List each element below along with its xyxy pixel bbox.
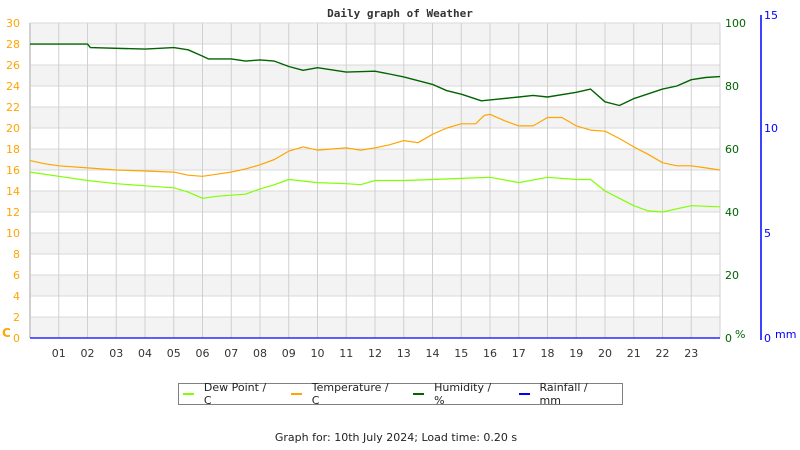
x-tick-label: 06	[196, 347, 210, 360]
rainfall-tick-label: 15	[764, 9, 778, 22]
left-tick-label: 20	[6, 122, 20, 135]
x-tick-label: 12	[368, 347, 382, 360]
humidity-tick-label: 60	[725, 143, 739, 156]
rainfall-tick-label: 5	[764, 227, 771, 240]
legend-swatch	[518, 393, 530, 395]
legend: Dew Point / C Temperature / C Humidity /…	[178, 381, 623, 407]
legend-item-rainfall: Rainfall / mm	[518, 381, 612, 407]
legend-swatch	[413, 393, 425, 395]
left-tick-label: 16	[6, 164, 20, 177]
chart-title: Daily graph of Weather	[327, 7, 473, 20]
left-tick-label: 12	[6, 206, 20, 219]
x-tick-label: 03	[109, 347, 123, 360]
left-tick-label: 4	[13, 290, 20, 303]
series-line-temperature	[29, 113, 721, 177]
x-tick-label: 14	[426, 347, 440, 360]
x-tick-label: 20	[598, 347, 612, 360]
left-tick-label: 14	[6, 185, 20, 198]
legend-swatch	[290, 393, 302, 395]
legend-item-temperature: Temperature / C	[290, 381, 399, 407]
x-tick-label: 08	[253, 347, 267, 360]
left-tick-label: 18	[6, 143, 20, 156]
x-tick-label: 13	[397, 347, 411, 360]
humidity-axis-unit: %	[735, 328, 745, 341]
left-tick-label: 0	[13, 332, 20, 345]
x-tick-label: 10	[311, 347, 325, 360]
x-tick-label: 05	[167, 347, 181, 360]
rainfall-axis-unit: mm	[775, 328, 796, 341]
humidity-tick-label: 80	[725, 80, 739, 93]
x-tick-label: 21	[627, 347, 641, 360]
humidity-tick-label: 20	[725, 269, 739, 282]
x-tick-label: 18	[541, 347, 555, 360]
x-tick-label: 17	[512, 347, 526, 360]
series-line-dew	[29, 171, 721, 213]
humidity-tick-label: 100	[725, 17, 746, 30]
footer-status: Graph for: 10th July 2024; Load time: 0.…	[274, 431, 518, 444]
x-tick-label: 07	[224, 347, 238, 360]
x-tick-label: 09	[282, 347, 296, 360]
left-tick-label: 10	[6, 227, 20, 240]
x-tick-label: 04	[138, 347, 152, 360]
x-tick-label: 19	[569, 347, 583, 360]
legend-item-humidity: Humidity / %	[413, 381, 504, 407]
legend-item-dew-point: Dew Point / C	[183, 381, 277, 407]
x-tick-label: 01	[52, 347, 66, 360]
x-tick-label: 15	[454, 347, 468, 360]
humidity-tick-label: 40	[725, 206, 739, 219]
left-axis-unit: C	[2, 326, 11, 340]
rainfall-tick-label: 10	[764, 122, 778, 135]
left-tick-label: 8	[13, 248, 20, 261]
x-tick-label: 23	[684, 347, 698, 360]
humidity-tick-label: 0	[725, 332, 732, 345]
x-tick-label: 16	[483, 347, 497, 360]
left-tick-label: 6	[13, 269, 20, 282]
x-tick-label: 11	[339, 347, 353, 360]
left-tick-label: 30	[6, 17, 20, 30]
left-tick-label: 22	[6, 101, 20, 114]
legend-label: Temperature / C	[311, 381, 389, 407]
x-tick-label: 02	[81, 347, 95, 360]
x-tick-label: 22	[656, 347, 670, 360]
legend-label: Rainfall / mm	[539, 381, 588, 407]
left-tick-label: 2	[13, 311, 20, 324]
series-line-humidity	[30, 43, 721, 107]
left-tick-label: 28	[6, 38, 20, 51]
rainfall-tick-label: 0	[764, 332, 771, 345]
left-tick-label: 24	[6, 80, 20, 93]
legend-label: Dew Point / C	[203, 381, 267, 407]
legend-label: Humidity / %	[434, 381, 492, 407]
left-tick-label: 26	[6, 59, 20, 72]
legend-swatch	[183, 393, 194, 395]
